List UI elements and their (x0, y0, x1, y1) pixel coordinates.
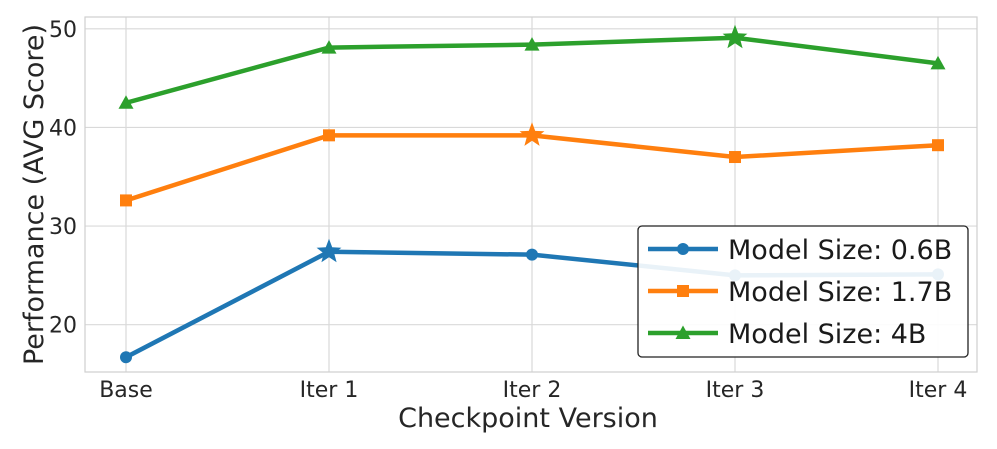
plot-frame (84, 16, 978, 373)
data-point (526, 248, 538, 261)
legend-label: Model Size: 0.6B (728, 235, 952, 266)
legend-box (637, 225, 969, 358)
legend-label: Model Size: 4B (728, 319, 926, 350)
legend-item: Model Size: 0.6B (648, 235, 952, 266)
data-point (323, 129, 335, 142)
legend-item: Model Size: 4B (648, 319, 926, 350)
x-tick-label: Iter 1 (300, 378, 359, 403)
x-tick-label: Iter 3 (706, 378, 765, 403)
tick-labels: 20 30 40 50 Base Iter 1 Iter 2 Iter 3 Iter 4 (49, 18, 967, 403)
data-point (524, 37, 540, 51)
data-point (118, 95, 134, 109)
x-tick-label: Base (99, 378, 153, 403)
legend-item: Model Size: 1.7B (648, 277, 952, 308)
data-point (729, 151, 741, 164)
legend-label: Model Size: 1.7B (728, 277, 952, 308)
y-tick-label: 50 (49, 18, 77, 43)
x-tick-label: Iter 2 (503, 378, 562, 403)
series-group (120, 122, 944, 207)
best-point-star (519, 122, 545, 146)
series-group (118, 24, 946, 109)
y-tick-label: 30 (49, 215, 77, 240)
y-tick-label: 40 (49, 116, 77, 141)
x-tick-label: Iter 4 (909, 378, 968, 403)
y-tick-label: 20 (49, 314, 77, 339)
best-point-star (316, 238, 342, 263)
y-axis-label: Performance (AVG Score) (19, 24, 50, 365)
data-point (120, 194, 132, 207)
data-point (321, 40, 337, 54)
grid (85, 17, 977, 372)
legend-marker (675, 325, 691, 339)
legend-marker (677, 285, 689, 297)
best-point-star (722, 24, 748, 49)
data-point (120, 351, 132, 364)
legend: Model Size: 0.6B Model Size: 1.7B Model Si… (637, 225, 969, 358)
legend-marker (677, 243, 689, 255)
data-point (932, 139, 944, 152)
x-axis-label: Checkpoint Version (398, 403, 658, 434)
data-point (930, 55, 946, 70)
